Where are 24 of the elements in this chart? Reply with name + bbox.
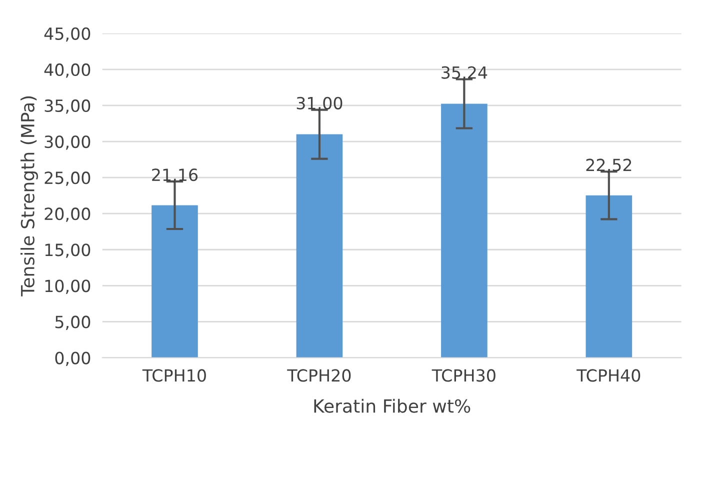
y-tick-label: 15,00 <box>45 244 90 258</box>
y-tick-label: 30,00 <box>44 135 90 150</box>
x-axis-title: Keratin Fiber wt% <box>314 398 470 413</box>
data-label: 22,52 <box>586 158 632 173</box>
y-tick-label: 5,00 <box>55 316 90 330</box>
y-axis-title: Tensile Strength (MPa) <box>20 96 38 296</box>
x-tick-label: TCPH40 <box>576 369 640 382</box>
bar <box>296 134 343 358</box>
bar <box>441 104 488 358</box>
bar <box>586 195 632 358</box>
data-label: 21,16 <box>152 168 198 183</box>
y-tick-label: 40,00 <box>44 63 90 78</box>
x-tick-label: TCPH30 <box>432 369 496 382</box>
x-tick-label: TCPH10 <box>142 369 206 382</box>
bar <box>152 205 198 358</box>
data-label: 35,24 <box>442 66 488 81</box>
y-tick-label: 35,00 <box>44 99 90 114</box>
y-tick-label: 25,00 <box>44 172 90 186</box>
y-tick-label: 0,00 <box>55 352 90 366</box>
x-tick-label: TCPH20 <box>287 369 351 382</box>
y-tick-label: 20,00 <box>44 208 90 222</box>
y-tick-label: 10,00 <box>45 280 90 294</box>
data-label: 31,00 <box>296 96 342 112</box>
y-tick-label: 45,00 <box>44 27 90 42</box>
